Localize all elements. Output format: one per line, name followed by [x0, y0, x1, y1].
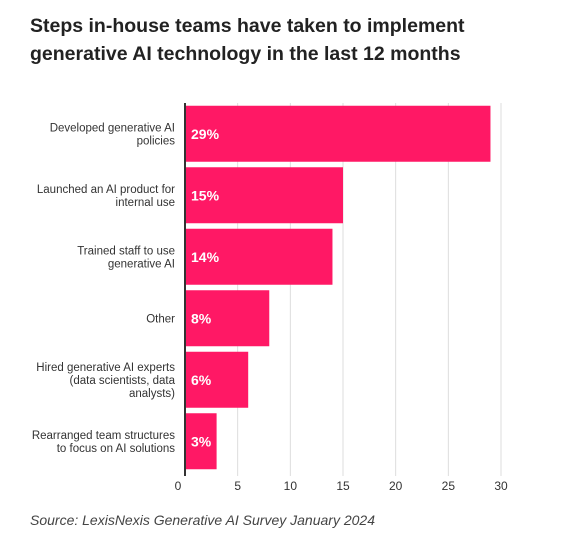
bar-value-label: 6%	[191, 372, 212, 388]
category-label-line: Developed generative AI	[50, 122, 175, 134]
x-tick-label: 20	[389, 479, 403, 493]
bar	[185, 290, 270, 347]
x-tick-label: 15	[336, 479, 350, 493]
bar-value-label: 29%	[191, 126, 220, 142]
bar	[185, 228, 333, 285]
bar-value-label: 14%	[191, 249, 220, 265]
x-tick-label: 25	[442, 479, 456, 493]
x-tick-label: 0	[175, 479, 182, 493]
category-label-line: analysts)	[129, 388, 175, 400]
category-label-line: Hired generative AI experts	[36, 362, 175, 374]
category-label: Trained staff to use generative AI	[77, 245, 175, 270]
category-label-line: generative AI	[108, 258, 175, 270]
chart-title: Steps in-house teams have taken to imple…	[30, 15, 465, 65]
category-label: Launched an AI product for internal use	[37, 184, 175, 209]
bar-value-label: 15%	[191, 187, 220, 203]
bar	[185, 413, 217, 470]
category-label-line: internal use	[116, 197, 175, 209]
category-label: Developed generative AI policies	[50, 122, 176, 147]
category-label-line: to focus on AI solutions	[57, 443, 176, 455]
source-note: Source: LexisNexis Generative AI Survey …	[30, 512, 375, 528]
gridlines	[237, 103, 502, 476]
category-label-line: policies	[137, 135, 176, 147]
x-tick-label: 10	[284, 479, 298, 493]
bar	[185, 105, 491, 162]
category-label-line: Launched an AI product for	[37, 184, 175, 196]
x-tick-label: 30	[494, 479, 508, 493]
category-label-line: Other	[146, 313, 175, 325]
category-label: Rearranged team structures to focus on AI…	[32, 430, 175, 455]
bar-value-label: 8%	[191, 310, 212, 326]
bar	[185, 351, 249, 408]
category-label: Other	[146, 313, 175, 325]
category-label-line: (data scientists, data	[70, 375, 176, 387]
category-label: Hired generative AI experts (data scienti…	[36, 362, 175, 400]
bar	[185, 167, 343, 224]
labels: 0 5 10 15 20 25 30 29% Developed generative AI po…	[32, 122, 508, 493]
bar-value-label: 3%	[191, 433, 212, 449]
bars	[185, 105, 491, 470]
category-label-line: Rearranged team structures	[32, 430, 175, 442]
category-label-line: Trained staff to use	[77, 245, 175, 257]
x-tick-label: 5	[234, 479, 241, 493]
